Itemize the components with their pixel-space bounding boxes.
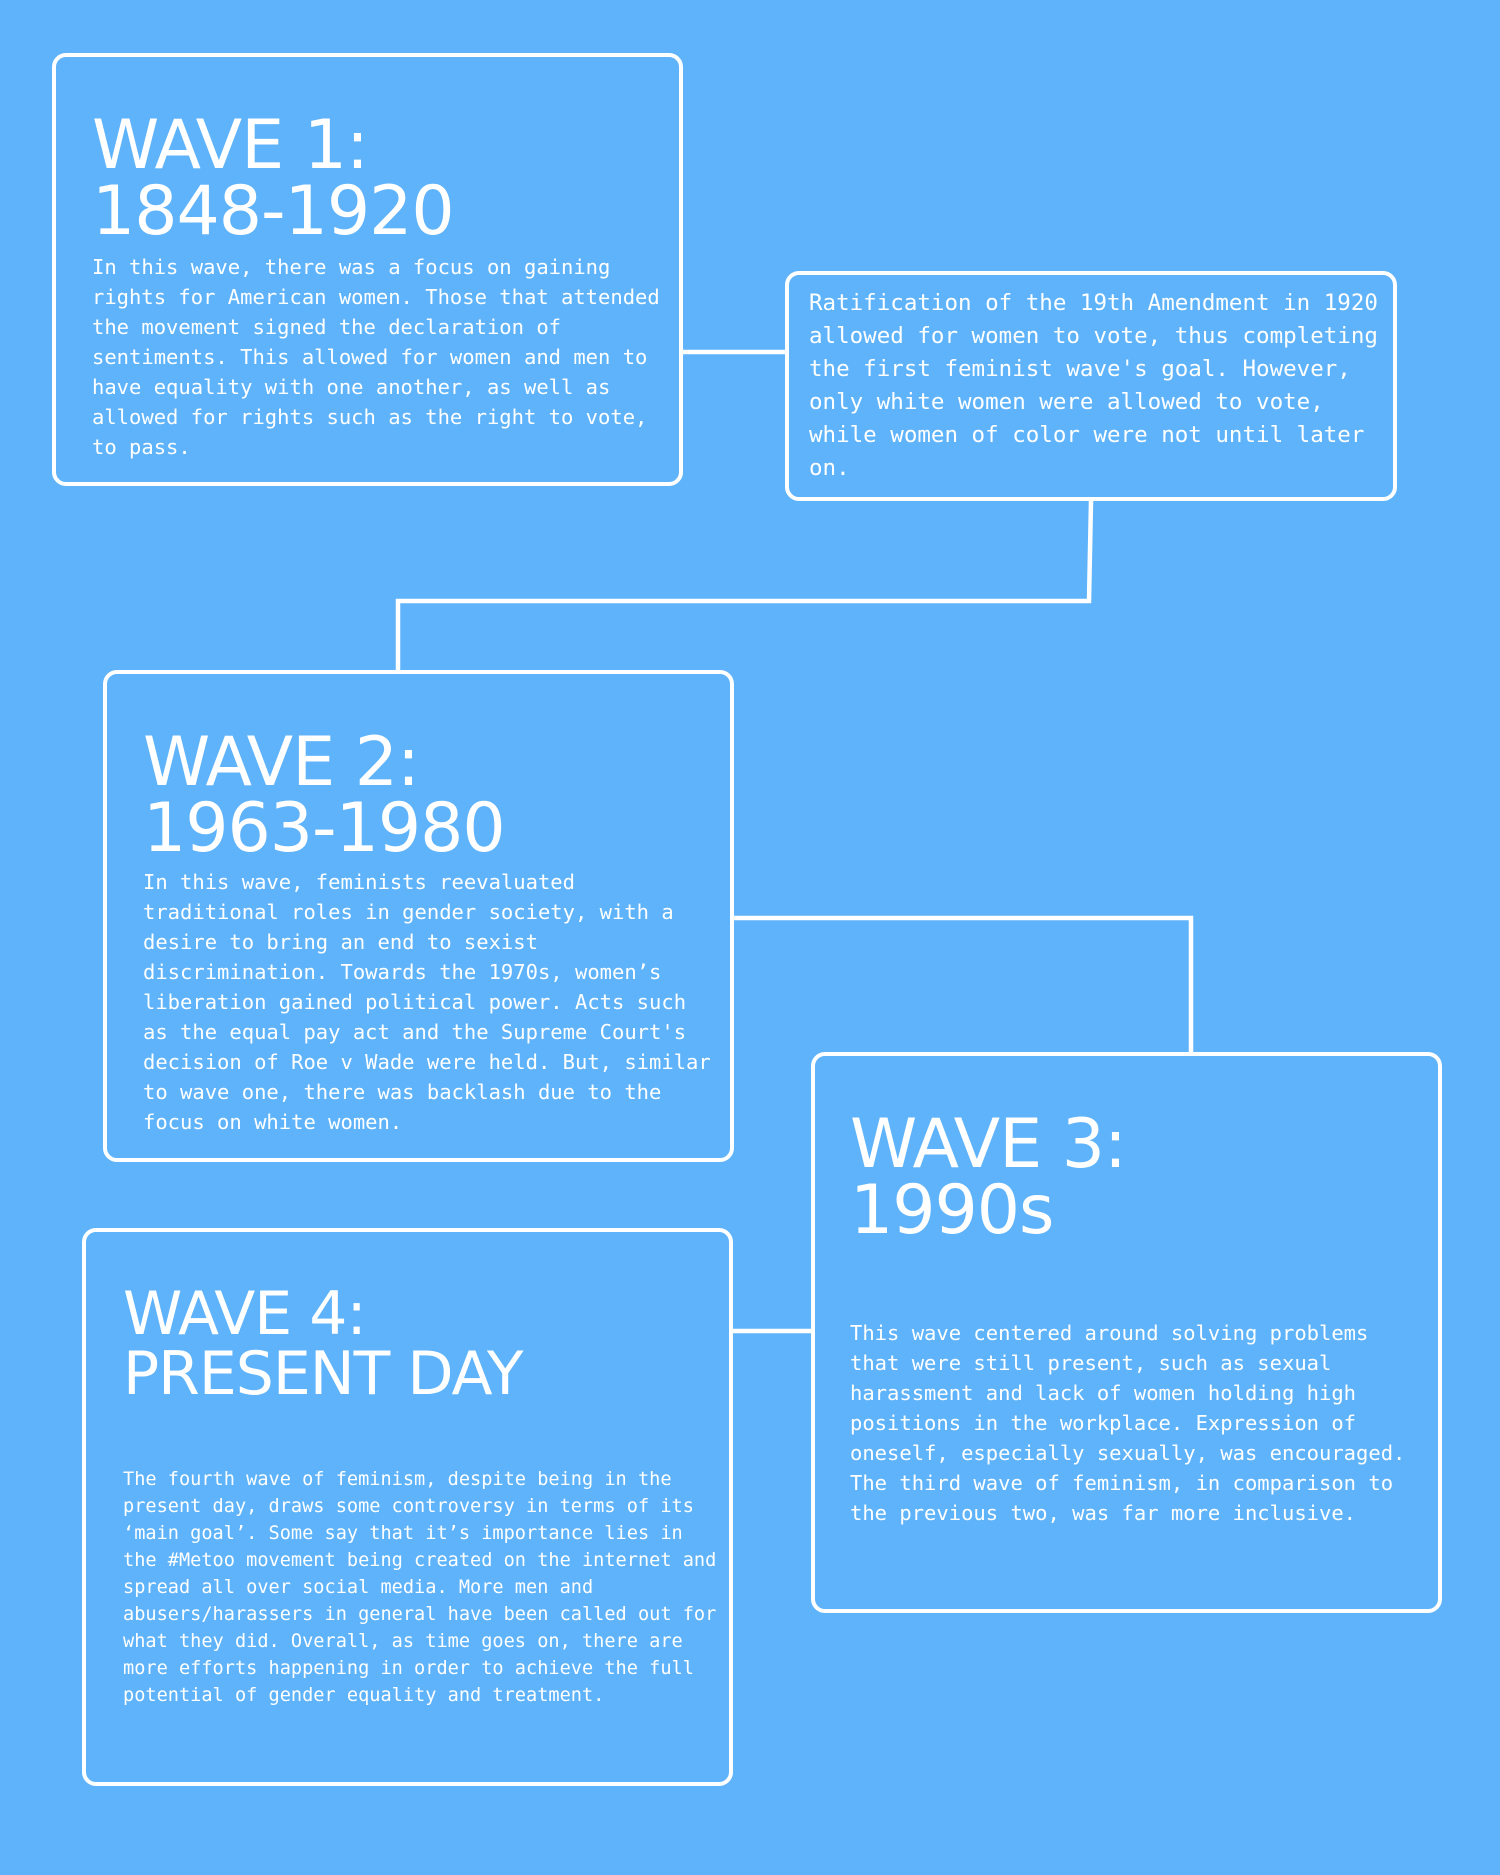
- wave-2-description: In this wave, feminists reevaluated trad…: [143, 870, 711, 1134]
- wave-3-description: This wave centered around solving proble…: [850, 1321, 1406, 1525]
- wave-2-card: WAVE 2: 1963-1980 In this wave, feminist…: [103, 670, 734, 1162]
- wave-3-title-label: WAVE 3:: [850, 1105, 1127, 1184]
- amendment-note-text: Ratification of the 19th Amendment in 19…: [809, 290, 1378, 481]
- wave-4-card: WAVE 4: PRESENT DAY The fourth wave of f…: [82, 1228, 733, 1786]
- wave-4-description: The fourth wave of feminism, despite bei…: [123, 1469, 717, 1706]
- wave-1-title: WAVE 1: 1848-1920: [92, 106, 455, 251]
- connector-note-to-wave2: [395, 500, 1094, 670]
- amendment-note-card: Ratification of the 19th Amendment in 19…: [785, 271, 1397, 501]
- wave-2-title-label: WAVE 2:: [143, 723, 420, 802]
- wave-4-title-label: WAVE 4:: [123, 1279, 367, 1349]
- wave-2-title-years: 1963-1980: [143, 789, 506, 868]
- wave-4-title-period: PRESENT DAY: [123, 1339, 524, 1409]
- wave-3-title: WAVE 3: 1990s: [850, 1105, 1127, 1250]
- wave-1-card: WAVE 1: 1848-1920 In this wave, there wa…: [52, 53, 683, 486]
- connector-wave2-to-wave3: [734, 915, 1194, 1052]
- wave-3-title-years: 1990s: [850, 1171, 1054, 1250]
- wave-1-title-years: 1848-1920: [92, 172, 455, 251]
- wave-4-title: WAVE 4: PRESENT DAY: [123, 1279, 524, 1409]
- wave-1-title-label: WAVE 1:: [92, 106, 369, 185]
- wave-1-description: In this wave, there was a focus on gaini…: [92, 255, 660, 459]
- wave-2-title: WAVE 2: 1963-1980: [143, 723, 506, 868]
- wave-3-card: WAVE 3: 1990s This wave centered around …: [811, 1052, 1442, 1613]
